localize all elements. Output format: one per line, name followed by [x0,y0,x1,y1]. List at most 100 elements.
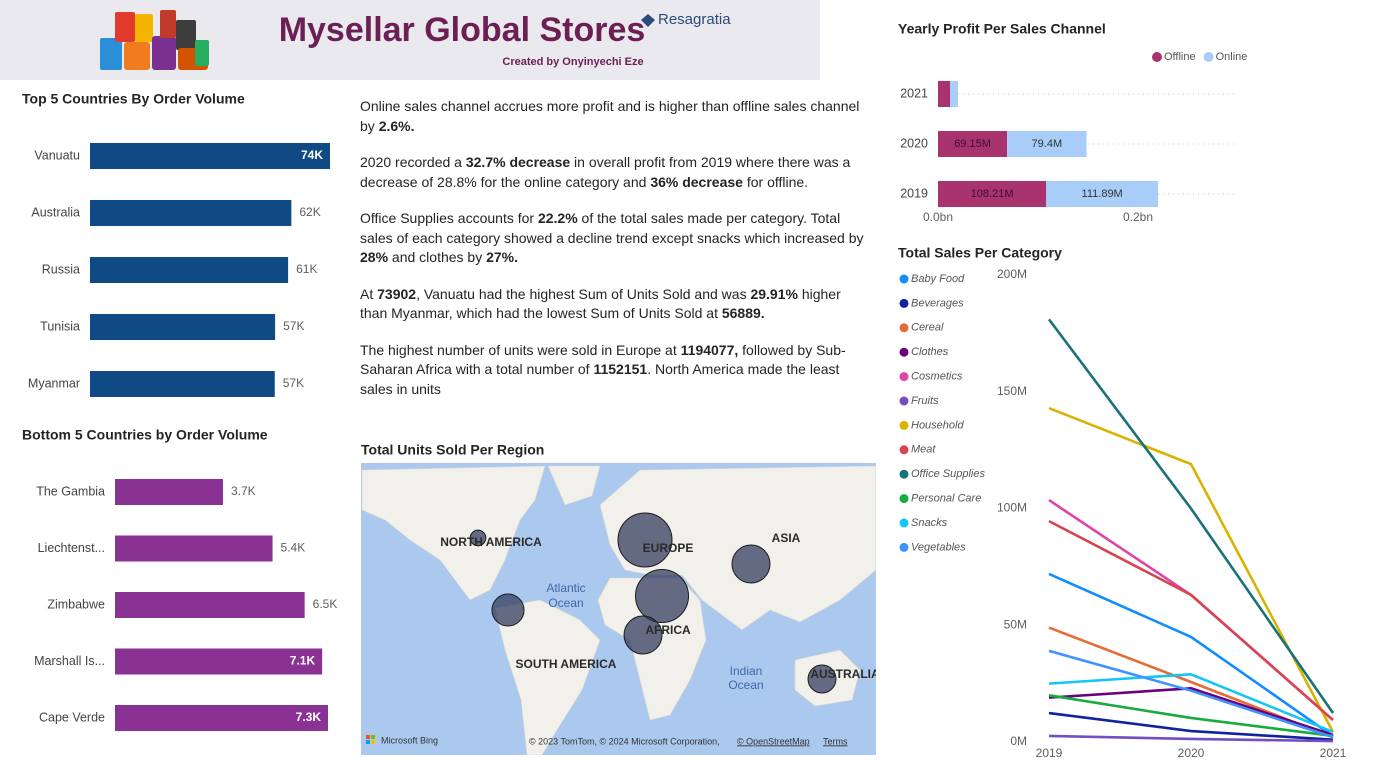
y-tick-label: 2020 [900,136,928,150]
insight-text: The highest number of units were sold in… [360,341,681,358]
insight-paragraph: The highest number of units were sold in… [360,341,865,400]
y-tick-label: Zimbabwe [47,597,105,611]
insight-highlight: 29.91% [750,285,798,302]
legend-label: Baby Food [911,273,965,285]
insight-text: 2020 recorded a [360,154,466,170]
y-tick-label: Vanuatu [34,148,80,162]
insight-highlight: 27%. [486,249,519,265]
y-tick-label: Marshall Is... [34,654,105,668]
y-tick-label: 0M [1010,734,1027,748]
place-label: SOUTH AMERICA [516,657,617,671]
bar-segment [1046,181,1159,207]
x-tick-label: 0.0bn [923,210,953,224]
insight-highlight: 36% decrease [650,173,743,190]
legend-label: Household [911,419,964,431]
legend-marker [899,347,909,357]
data-label: 7.1K [290,654,316,668]
region-bubble [491,593,525,627]
data-label: 57K [283,319,304,333]
legend-label: Meat [911,444,936,456]
legend-label: Vegetables [911,541,966,553]
line-series [1048,649,1334,739]
region-bubble [634,568,690,624]
insight-text: Online sales channel accrues more profit… [360,98,860,134]
data-label: 79.4M [1032,138,1063,150]
bar-segment [950,81,958,107]
legend-label: Personal Care [911,493,981,505]
chart-title: Bottom 5 Countries by Order Volume [22,427,268,443]
insight-highlight: 28% [360,249,389,265]
data-label: 5.4K [281,541,306,555]
legend-label: Office Supplies [911,468,985,480]
bar [90,257,289,283]
insight-highlight: 2.6%. [378,117,415,134]
ocean-label: Indian [730,664,763,678]
insight-text: and clothes by [388,249,487,265]
data-label: 61K [296,262,317,276]
bing-logo [366,735,375,744]
insight-text: in overall profit from 2019 where there … [360,154,851,190]
place-label: NORTH AMERICA [440,535,542,549]
y-tick-label: The Gambia [36,484,105,498]
legend-marker [899,518,909,528]
bar [115,592,305,618]
legend-marker [899,323,909,333]
insight-highlight: 56889. [721,305,765,321]
bar-segment [1007,131,1087,157]
legend-marker [899,469,909,479]
legend-label: Clothes [911,346,949,358]
y-tick-label: Myanmar [28,376,80,390]
insight-highlight: 1152151 [593,361,648,377]
y-tick-label: 100M [997,501,1027,515]
y-tick-label: 200M [997,267,1027,281]
legend-marker [899,372,909,382]
legend-marker [899,396,909,406]
legend-marker [899,542,909,552]
legend-label: Fruits [911,395,939,407]
map-attribution: Microsoft Bing [381,735,438,745]
place-label: EUROPE [643,541,694,555]
legend-label: Online [1216,51,1248,63]
bar-segment [938,131,1008,157]
insight-text: higher than Myanmar, which had the lowes… [360,285,841,322]
data-label: 7.3K [296,710,322,724]
insights: Online sales channel accrues more profit… [360,97,865,416]
dashboard-title: Mysellar Global Stores [279,11,646,49]
insight-text: . North America made the least sales in … [360,361,840,397]
legend-marker [1203,52,1214,62]
chart-title: Total Sales Per Category [898,245,1062,261]
bar [115,535,273,562]
line-series [1048,572,1334,738]
legend-label: Cosmetics [911,371,963,383]
place-label: ASIA [772,531,801,545]
legend-label: Cereal [911,322,944,334]
credit: Created by Onyinyechi Eze [502,56,643,68]
line-series [1048,686,1334,737]
x-tick-label: 0.2bn [1123,210,1153,224]
insight-paragraph: At 73902, Vanuatu had the highest Sum of… [360,285,865,324]
data-label: 6.5K [313,597,338,611]
region-bubble [617,512,673,568]
insight-text: At [360,285,378,302]
logo-mark [641,14,655,27]
legend-label: Offline [1164,51,1196,63]
ocean-label: Atlantic [546,581,585,595]
x-tick-label: 2020 [1178,746,1205,760]
legend-marker [899,274,909,284]
insight-text: followed by Sub-Saharan Africa with a to… [360,341,846,378]
chart-title: Total Units Sold Per Region [361,442,544,458]
y-tick-label: 2021 [900,86,928,100]
insight-paragraph: 2020 recorded a 32.7% decrease in overal… [360,153,865,192]
line-series [1048,694,1334,738]
y-tick-label: Liechtenst... [38,541,105,555]
map-attribution: Terms [823,736,848,746]
insight-text: Office Supplies accounts for [360,210,538,226]
insight-highlight: 1194077, [680,341,739,358]
bar [90,200,292,226]
map: NORTH AMERICA EUROPE ASIA AFRICA SOUTH AMERI… [361,463,876,755]
chart-title: Yearly Profit Per Sales Channel [898,21,1106,37]
line-series [1048,711,1334,741]
y-tick-label: 2019 [900,186,928,200]
